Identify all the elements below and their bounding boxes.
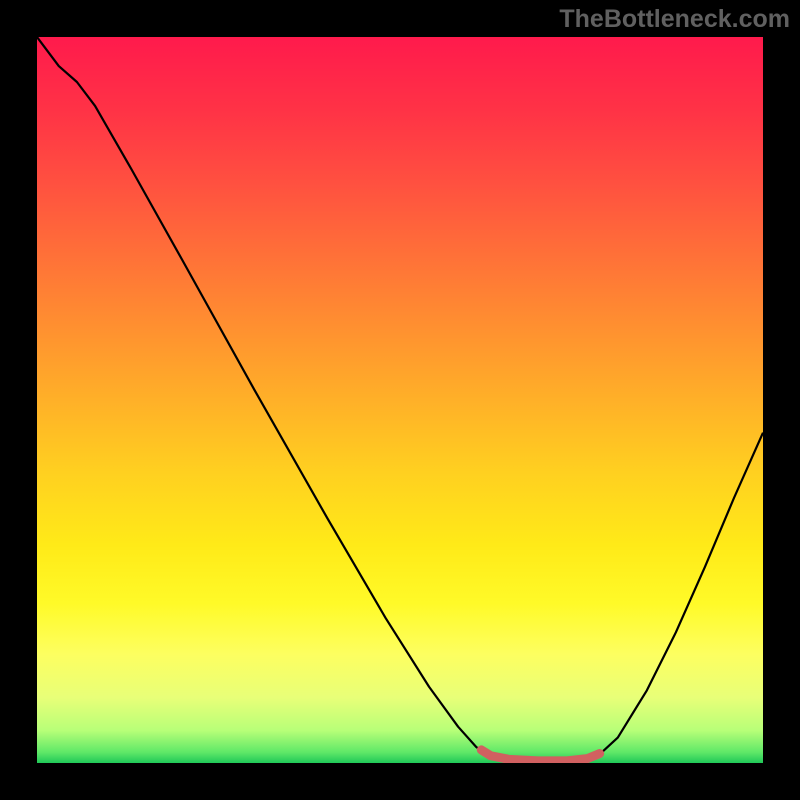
- chart-frame: [37, 37, 763, 763]
- watermark-text: TheBottleneck.com: [559, 5, 790, 34]
- gradient-background: [37, 37, 763, 763]
- bottleneck-curve-chart: [37, 37, 763, 763]
- watermark-label: TheBottleneck.com: [559, 5, 790, 33]
